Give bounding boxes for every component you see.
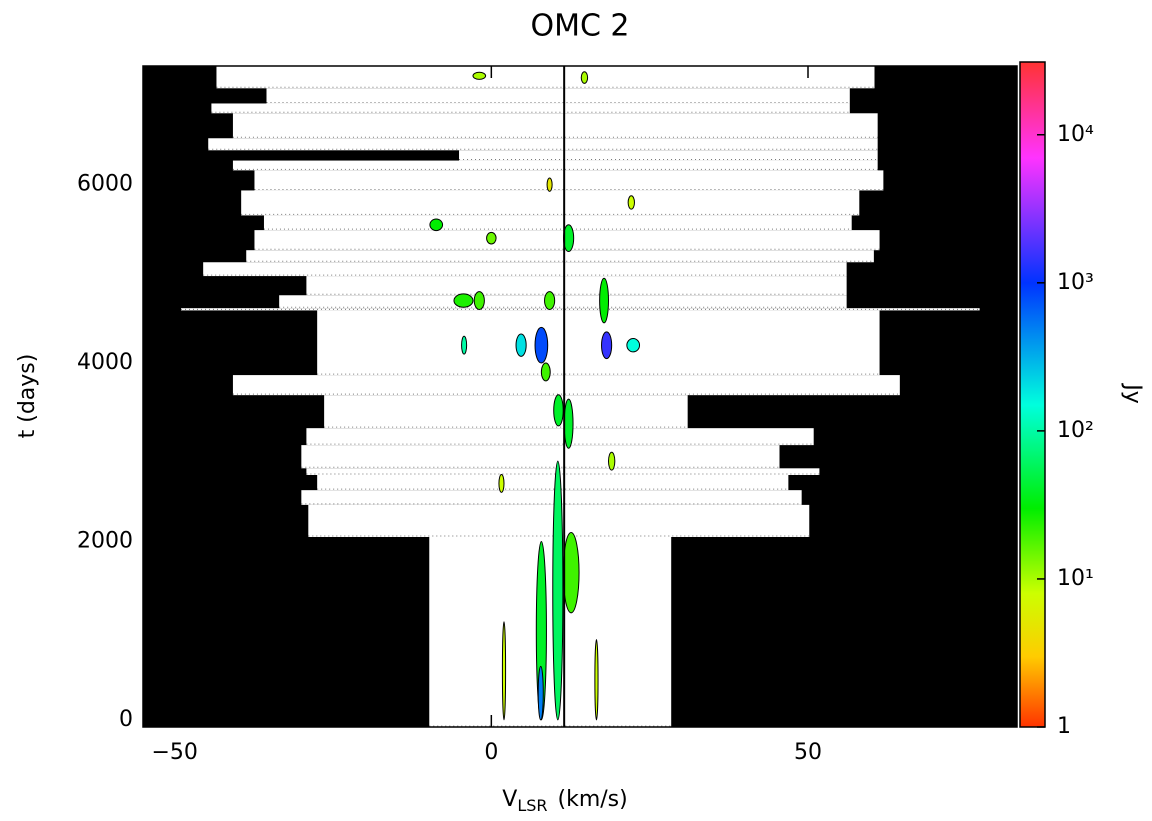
- coverage-band: [181, 308, 980, 311]
- maser-feature: [537, 665, 544, 721]
- coverage-band: [232, 160, 878, 171]
- y-tick-label: 4000: [77, 350, 133, 375]
- coverage-band: [211, 103, 850, 114]
- coverage-band: [232, 375, 900, 396]
- plot-frame: [142, 65, 1018, 728]
- coverage-band: [317, 474, 789, 491]
- maser-feature: [473, 291, 485, 311]
- x-tick-label: 0: [484, 740, 498, 765]
- maser-feature: [562, 532, 580, 614]
- coverage-band: [459, 150, 878, 161]
- x-axis-label: VLSR (km/s): [502, 787, 627, 815]
- x-tick-label: 50: [794, 740, 822, 765]
- coverage-band: [306, 468, 820, 475]
- colorbar-tick-label: 10¹: [1057, 566, 1094, 591]
- coverage-band: [301, 445, 780, 469]
- maser-feature: [515, 333, 527, 357]
- coverage-band: [317, 310, 880, 376]
- chart-title: OMC 2: [530, 9, 629, 44]
- maser-feature: [498, 474, 505, 493]
- y-tick-label: 6000: [77, 172, 133, 197]
- colorbar: [1019, 61, 1046, 728]
- y-tick-label: 2000: [77, 528, 133, 553]
- maser-feature: [534, 326, 549, 364]
- maser-feature: [472, 71, 487, 80]
- coverage-band: [306, 276, 847, 296]
- maser-feature: [594, 639, 599, 721]
- maser-feature: [552, 460, 564, 721]
- coverage-band: [241, 190, 860, 216]
- colorbar-tick-label: 10⁴: [1057, 122, 1094, 147]
- coverage-band: [279, 295, 847, 309]
- maser-feature: [540, 362, 551, 382]
- maser-feature: [627, 195, 635, 210]
- maser-feature: [580, 71, 589, 84]
- coverage-band: [306, 428, 814, 446]
- y-tick-label: 0: [119, 707, 133, 732]
- coverage-band: [232, 113, 878, 139]
- colorbar-tick-label: 10²: [1057, 418, 1094, 443]
- coverage-band: [324, 395, 688, 429]
- maser-feature: [601, 331, 613, 360]
- maser-feature: [486, 231, 497, 245]
- coverage-band: [203, 262, 847, 277]
- maser-feature: [501, 621, 507, 721]
- maser-feature: [461, 335, 468, 355]
- maser-feature: [546, 177, 553, 192]
- colorbar-tick-label: 10³: [1057, 270, 1094, 295]
- x-tick-label: −50: [151, 740, 197, 765]
- maser-feature: [544, 291, 556, 311]
- colorbar-tick-label: 1: [1057, 714, 1071, 739]
- coverage-band: [263, 215, 852, 231]
- coverage-band: [254, 170, 884, 191]
- maser-feature: [599, 277, 609, 324]
- maser-feature: [453, 293, 474, 308]
- colorbar-label: Jy: [1120, 382, 1145, 404]
- maser-feature: [608, 451, 616, 471]
- maser-feature: [563, 398, 574, 449]
- coverage-band: [216, 66, 875, 89]
- coverage-band: [429, 536, 672, 727]
- maser-feature: [553, 394, 564, 427]
- x-label-unit: (km/s): [558, 787, 628, 812]
- coverage-band: [266, 88, 850, 104]
- maser-feature: [429, 218, 444, 232]
- x-label-main: V: [502, 787, 517, 812]
- coverage-band: [301, 490, 802, 505]
- y-axis-label: t (days): [15, 354, 40, 439]
- x-label-sub: LSR: [517, 796, 547, 815]
- maser-feature: [626, 338, 641, 353]
- coverage-band: [208, 138, 878, 151]
- coverage-band: [246, 250, 874, 263]
